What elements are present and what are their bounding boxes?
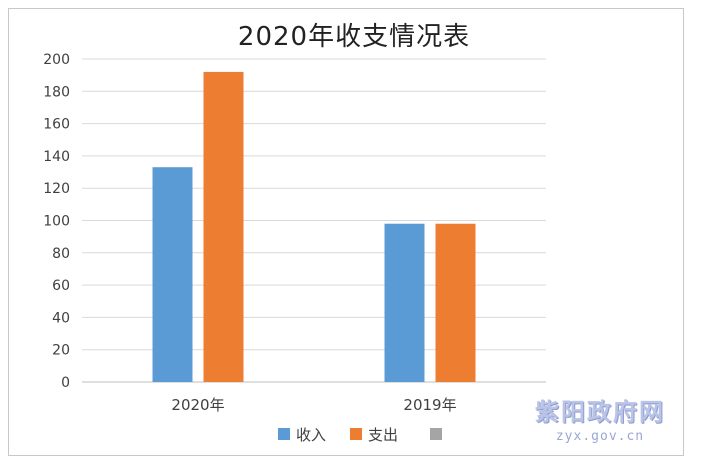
y-tick-label: 140 bbox=[43, 149, 70, 165]
y-tick-label: 200 bbox=[43, 52, 70, 68]
chart-frame bbox=[8, 8, 684, 456]
x-tick-label: 2020年 bbox=[171, 396, 224, 414]
bar bbox=[435, 223, 476, 382]
y-tick-label: 0 bbox=[61, 375, 70, 391]
x-tick-label: 2019年 bbox=[403, 396, 456, 414]
y-tick-label: 100 bbox=[43, 214, 70, 230]
y-tick-label: 60 bbox=[52, 278, 70, 294]
y-tick-label: 40 bbox=[52, 310, 70, 326]
legend-swatch bbox=[278, 428, 290, 440]
y-tick-label: 180 bbox=[43, 84, 70, 100]
chart-title: 2020年收支情况表 bbox=[237, 22, 471, 52]
legend-swatch bbox=[350, 428, 362, 440]
bar bbox=[152, 167, 193, 382]
legend-label: 支出 bbox=[368, 426, 398, 444]
y-tick-label: 120 bbox=[43, 181, 70, 197]
y-tick-label: 20 bbox=[52, 343, 70, 359]
legend-swatch bbox=[430, 428, 442, 440]
y-tick-label: 80 bbox=[52, 246, 70, 262]
bar bbox=[203, 71, 244, 383]
bar bbox=[384, 223, 425, 382]
watermark-url: zyx.gov.cn bbox=[555, 429, 645, 444]
watermark-logo: 紫阳政府网 zyx.gov.cn bbox=[530, 392, 670, 444]
watermark-name: 紫阳政府网 bbox=[535, 398, 665, 426]
legend-label: 收入 bbox=[296, 426, 326, 444]
y-tick-label: 160 bbox=[43, 117, 70, 133]
